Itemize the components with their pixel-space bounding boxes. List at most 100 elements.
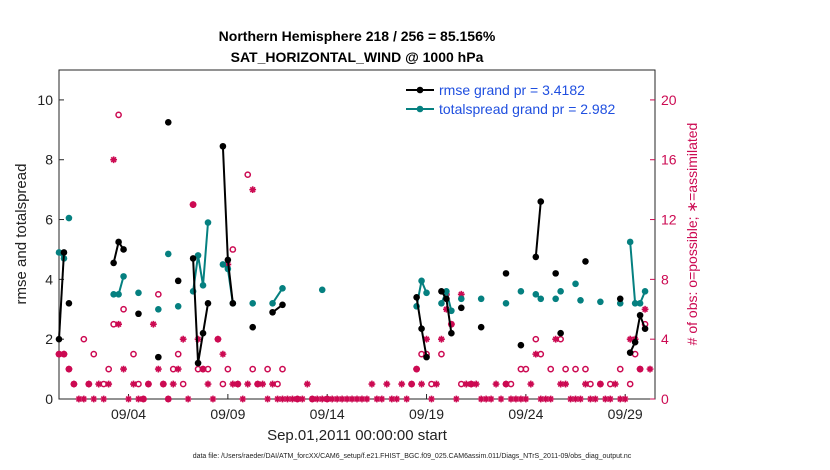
right-axis: 0 4 8 12 16 20 bbox=[650, 92, 677, 407]
obs-possible-marker bbox=[264, 365, 271, 373]
obs-assimilated-marker bbox=[572, 395, 579, 403]
spread-point bbox=[448, 307, 455, 315]
obs-possible-marker bbox=[572, 365, 579, 373]
spread-point bbox=[174, 302, 182, 310]
rmse-point bbox=[135, 310, 142, 318]
obs-assimilated-marker bbox=[428, 395, 435, 403]
spread-point bbox=[219, 261, 227, 268]
spread-point bbox=[164, 250, 172, 258]
rmse-line-segment bbox=[534, 201, 542, 258]
obs-assimilated-marker bbox=[234, 380, 242, 388]
rmse-point bbox=[120, 246, 127, 253]
obs-assimilated-marker bbox=[135, 395, 142, 403]
spread-point bbox=[626, 238, 634, 246]
spread-point bbox=[517, 288, 525, 295]
rmse-point bbox=[552, 270, 559, 277]
obs-possible-marker bbox=[249, 365, 257, 373]
rmse-point bbox=[413, 294, 420, 301]
legend-label-spread: totalspread grand pr = 2.982 bbox=[439, 101, 616, 117]
plot-frame bbox=[58, 69, 656, 400]
spread-point bbox=[194, 252, 202, 259]
rmse-point bbox=[155, 353, 162, 361]
obs-assimilated-marker bbox=[472, 380, 480, 388]
obs-assimilated-marker bbox=[522, 395, 530, 403]
x-axis-label: Sep.01,2011 00:00:00 start bbox=[267, 427, 448, 444]
obs-assimilated-marker bbox=[154, 365, 162, 373]
rmse-line-segment bbox=[192, 258, 209, 364]
obs-assimilated-marker bbox=[294, 395, 301, 403]
obs-assimilated-marker bbox=[229, 380, 237, 388]
rmse-point bbox=[199, 329, 207, 337]
obs-possible-marker bbox=[130, 350, 137, 358]
spread-point bbox=[458, 295, 465, 303]
y-tick-label-left: 8 bbox=[45, 152, 53, 168]
obs-assimilated-marker bbox=[254, 380, 262, 388]
series-lines bbox=[55, 119, 649, 367]
obs-assimilated-marker bbox=[582, 380, 589, 388]
rmse-point bbox=[164, 119, 172, 126]
obs-possible-marker bbox=[582, 365, 589, 373]
spread-point bbox=[120, 273, 127, 280]
obs-assimilated-marker bbox=[646, 365, 654, 373]
obs-assimilated-marker bbox=[552, 335, 560, 343]
obs-assimilated-marker bbox=[438, 335, 445, 343]
obs-assimilated-marker bbox=[343, 395, 351, 403]
spread-point bbox=[423, 289, 430, 297]
obs-assimilated-marker bbox=[105, 380, 113, 388]
rmse-point bbox=[582, 258, 589, 265]
obs-assimilated-marker bbox=[512, 395, 520, 403]
rmse-point bbox=[65, 299, 73, 307]
obs-possible-marker bbox=[244, 171, 252, 179]
rmse-point bbox=[537, 198, 545, 205]
obs-possible-marker bbox=[179, 380, 187, 388]
obs-assimilated-marker bbox=[115, 320, 122, 328]
obs-assimilated-marker bbox=[418, 380, 425, 388]
y-tick-label-right: 4 bbox=[661, 331, 669, 347]
footer-data-file: data file: /Users/raeder/DAI/ATM_forcXX/… bbox=[193, 453, 632, 460]
obs-possible-marker bbox=[616, 365, 624, 373]
obs-assimilated-marker bbox=[204, 380, 212, 388]
rmse-point bbox=[219, 142, 227, 150]
obs-assimilated-marker bbox=[189, 201, 197, 208]
left-axis: 0 2 4 6 8 10 bbox=[37, 92, 64, 407]
obs-assimilated-marker bbox=[264, 395, 271, 403]
obs-assimilated-marker bbox=[562, 380, 569, 388]
obs-assimilated-marker bbox=[423, 335, 430, 343]
obs-assimilated-marker bbox=[269, 380, 276, 388]
obs-possible-marker bbox=[438, 350, 445, 358]
obs-possible-marker bbox=[562, 365, 569, 373]
obs-assimilated-marker bbox=[125, 395, 132, 403]
obs-assimilated-marker bbox=[358, 395, 366, 403]
spread-point bbox=[631, 299, 639, 307]
spread-point bbox=[597, 298, 604, 306]
rmse-point bbox=[269, 308, 276, 316]
rmse-point bbox=[477, 323, 485, 331]
spread-point bbox=[641, 288, 649, 295]
obs-assimilated-marker bbox=[567, 395, 574, 403]
obs-possible-marker bbox=[105, 365, 113, 373]
legend-marker-rmse bbox=[416, 86, 424, 94]
obs-assimilated-marker bbox=[577, 395, 584, 403]
y-tick-label-left: 4 bbox=[45, 271, 53, 287]
obs-assimilated-marker bbox=[616, 395, 624, 403]
rmse-point bbox=[55, 335, 63, 343]
obs-assimilated-marker bbox=[244, 380, 252, 388]
obs-assimilated-marker bbox=[318, 395, 326, 403]
rmse-point bbox=[204, 299, 212, 307]
spread-point bbox=[532, 291, 540, 298]
obs-possible-marker bbox=[547, 365, 555, 373]
obs-assimilated-marker bbox=[517, 395, 525, 403]
obs-assimilated-marker bbox=[542, 395, 550, 403]
obs-assimilated-marker bbox=[626, 335, 634, 343]
obs-assimilated-marker bbox=[378, 395, 386, 403]
rmse-point bbox=[631, 338, 639, 346]
obs-assimilated-marker bbox=[145, 380, 152, 388]
obs-assimilated-marker bbox=[338, 395, 346, 403]
obs-possible-marker bbox=[174, 350, 182, 358]
obs-possible-marker bbox=[154, 290, 162, 298]
rmse-point bbox=[189, 255, 197, 262]
rmse-point bbox=[194, 359, 202, 367]
obs-possible-marker bbox=[229, 246, 237, 253]
obs-assimilated-marker bbox=[308, 395, 316, 403]
y-tick-label-right: 20 bbox=[661, 92, 677, 108]
